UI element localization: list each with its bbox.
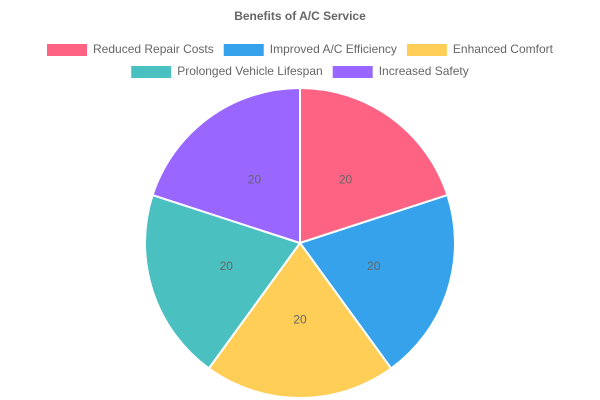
pie-slice	[299, 86, 449, 245]
legend-swatch	[332, 66, 373, 78]
legend-label: Prolonged Vehicle Lifespan	[177, 64, 322, 78]
legend-swatch	[406, 44, 447, 56]
data-label: 20	[293, 313, 307, 327]
pie-slice	[151, 86, 301, 245]
chart-title: Benefits of A/C Service	[234, 9, 366, 23]
pie-slice	[298, 193, 456, 370]
legend-swatch	[223, 44, 264, 56]
legend-label: Improved A/C Efficiency	[270, 42, 397, 56]
data-label: 20	[367, 259, 381, 273]
pie-slice	[144, 193, 302, 370]
data-label: 20	[339, 172, 353, 186]
data-label: 20	[248, 172, 262, 186]
legend-swatch	[47, 44, 88, 56]
pie-slice	[207, 241, 393, 399]
legend-swatch	[131, 66, 172, 78]
legend-label: Increased Safety	[379, 64, 469, 78]
data-label: 20	[220, 259, 234, 273]
legend-label: Reduced Repair Costs	[93, 42, 214, 56]
legend-label: Enhanced Comfort	[453, 42, 554, 56]
